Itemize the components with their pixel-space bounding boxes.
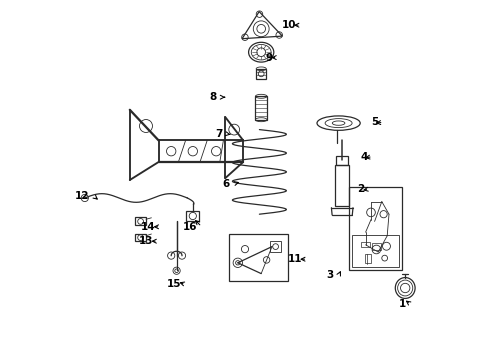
Text: 1: 1 [399, 299, 406, 309]
Text: 6: 6 [222, 179, 229, 189]
Bar [256, 69, 266, 79]
Bar [335, 165, 349, 206]
Bar [135, 217, 146, 225]
Bar [372, 243, 381, 250]
Bar [186, 211, 199, 221]
Text: 14: 14 [141, 222, 156, 232]
Bar [337, 156, 348, 165]
Bar [361, 242, 370, 247]
Text: 11: 11 [288, 254, 303, 264]
Bar [135, 234, 146, 241]
Bar [270, 241, 281, 252]
Text: 2: 2 [357, 184, 365, 194]
Bar [352, 235, 399, 267]
Text: 10: 10 [282, 20, 296, 30]
Text: 5: 5 [372, 117, 379, 127]
Text: 7: 7 [215, 129, 222, 139]
Bar [229, 234, 288, 281]
Text: 15: 15 [167, 279, 181, 289]
Text: 12: 12 [74, 191, 89, 201]
Text: 3: 3 [327, 270, 334, 280]
Text: 9: 9 [266, 53, 273, 63]
Text: 16: 16 [183, 222, 197, 232]
Text: 13: 13 [139, 236, 153, 246]
Text: 8: 8 [210, 92, 217, 102]
Bar [365, 254, 371, 263]
Text: 4: 4 [361, 152, 368, 162]
Bar [255, 96, 267, 120]
Bar [349, 187, 402, 270]
